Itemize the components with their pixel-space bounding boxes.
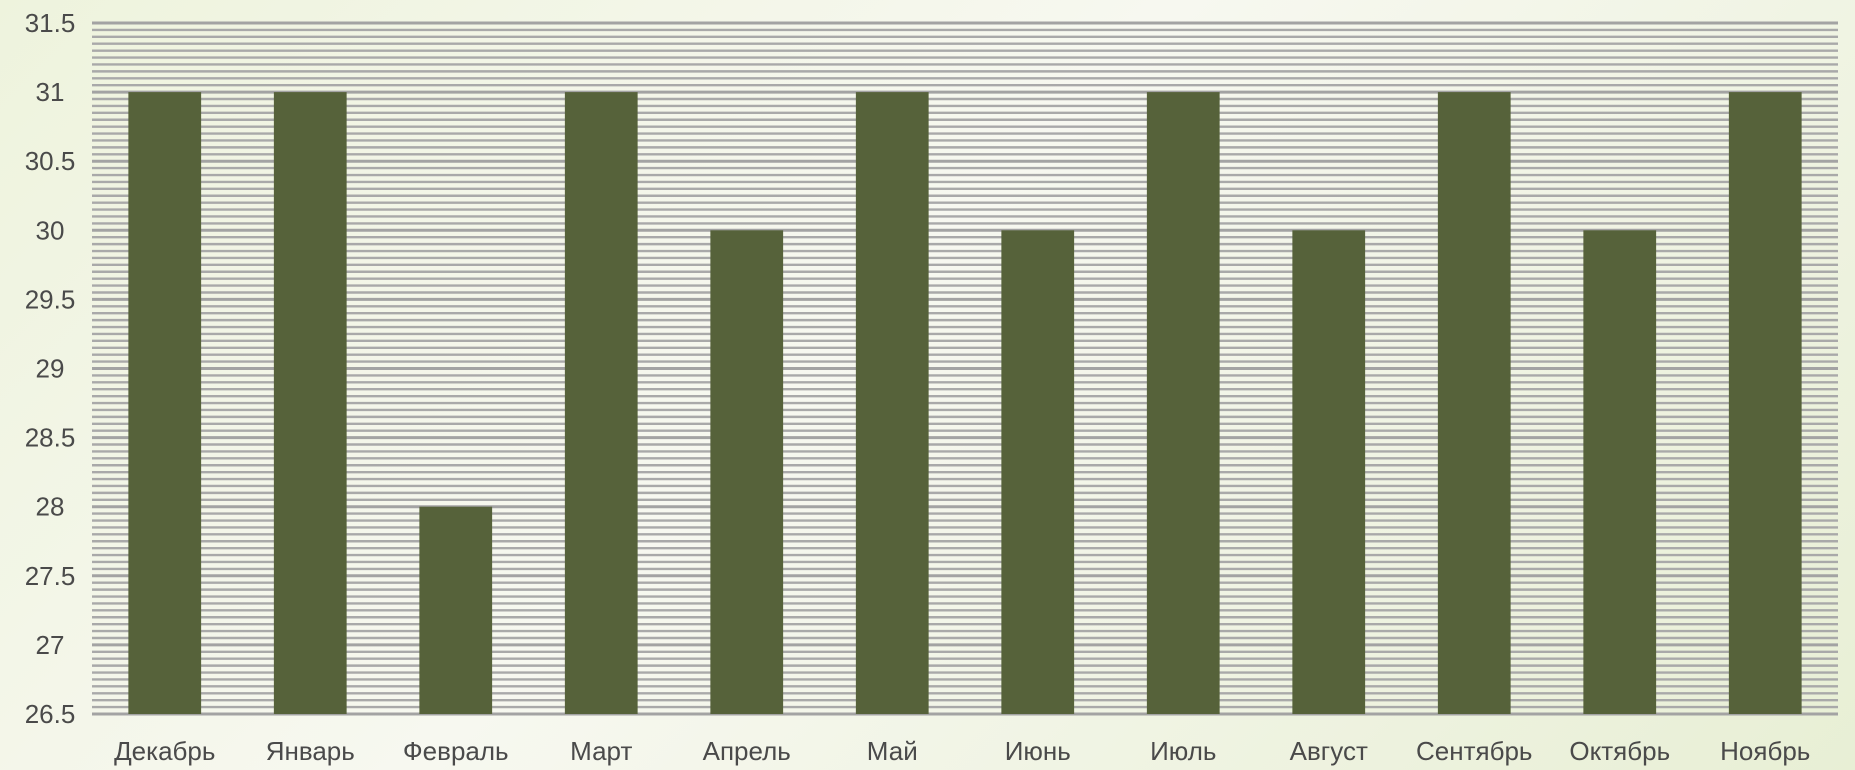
x-axis-labels: Декабрь Январь Февраль Март Апрель Май Июнь Июл…	[114, 736, 1810, 766]
bar-4	[564, 92, 638, 715]
x-tick-label: Октябрь	[1569, 736, 1670, 766]
y-tick-label: 26.5	[25, 699, 76, 729]
x-tick-label: Июнь	[1005, 736, 1071, 766]
bar-7	[1001, 230, 1075, 715]
y-tick-label: 30	[36, 215, 65, 245]
x-tick-label: Январь	[266, 736, 355, 766]
bar-1	[128, 92, 202, 715]
y-tick-label: 31.5	[25, 8, 76, 38]
bar-6	[855, 92, 929, 715]
bar-2	[273, 92, 347, 715]
bar-11	[1583, 230, 1657, 715]
y-tick-label: 29.5	[25, 284, 76, 314]
y-tick-label: 29	[36, 354, 65, 384]
x-tick-label: Март	[570, 736, 632, 766]
y-tick-label: 27.5	[25, 561, 76, 591]
x-tick-label: Ноябрь	[1720, 736, 1810, 766]
y-tick-label: 30.5	[25, 146, 76, 176]
bar-3	[419, 506, 493, 714]
y-tick-label: 28	[36, 492, 65, 522]
bars	[128, 92, 1802, 715]
y-tick-label: 27	[36, 630, 65, 660]
y-tick-label: 28.5	[25, 423, 76, 453]
grid-lines	[92, 21, 1838, 716]
x-tick-label: Февраль	[403, 736, 509, 766]
x-tick-label: Апрель	[703, 736, 791, 766]
bar-12	[1728, 92, 1802, 715]
y-tick-label: 31	[36, 77, 65, 107]
x-tick-label: Июль	[1150, 736, 1216, 766]
bar-9	[1292, 230, 1366, 715]
x-tick-label: Декабрь	[114, 736, 215, 766]
x-tick-label: Август	[1290, 736, 1368, 766]
bar-8	[1146, 92, 1220, 715]
bar-5	[710, 230, 784, 715]
x-tick-label: Сентябрь	[1416, 736, 1532, 766]
bar-10	[1437, 92, 1511, 715]
x-tick-label: Май	[867, 736, 918, 766]
y-axis-ticks: 26.5 27 27.5 28 28.5 29 29.5 30 30.5 31 31.5	[25, 8, 76, 729]
